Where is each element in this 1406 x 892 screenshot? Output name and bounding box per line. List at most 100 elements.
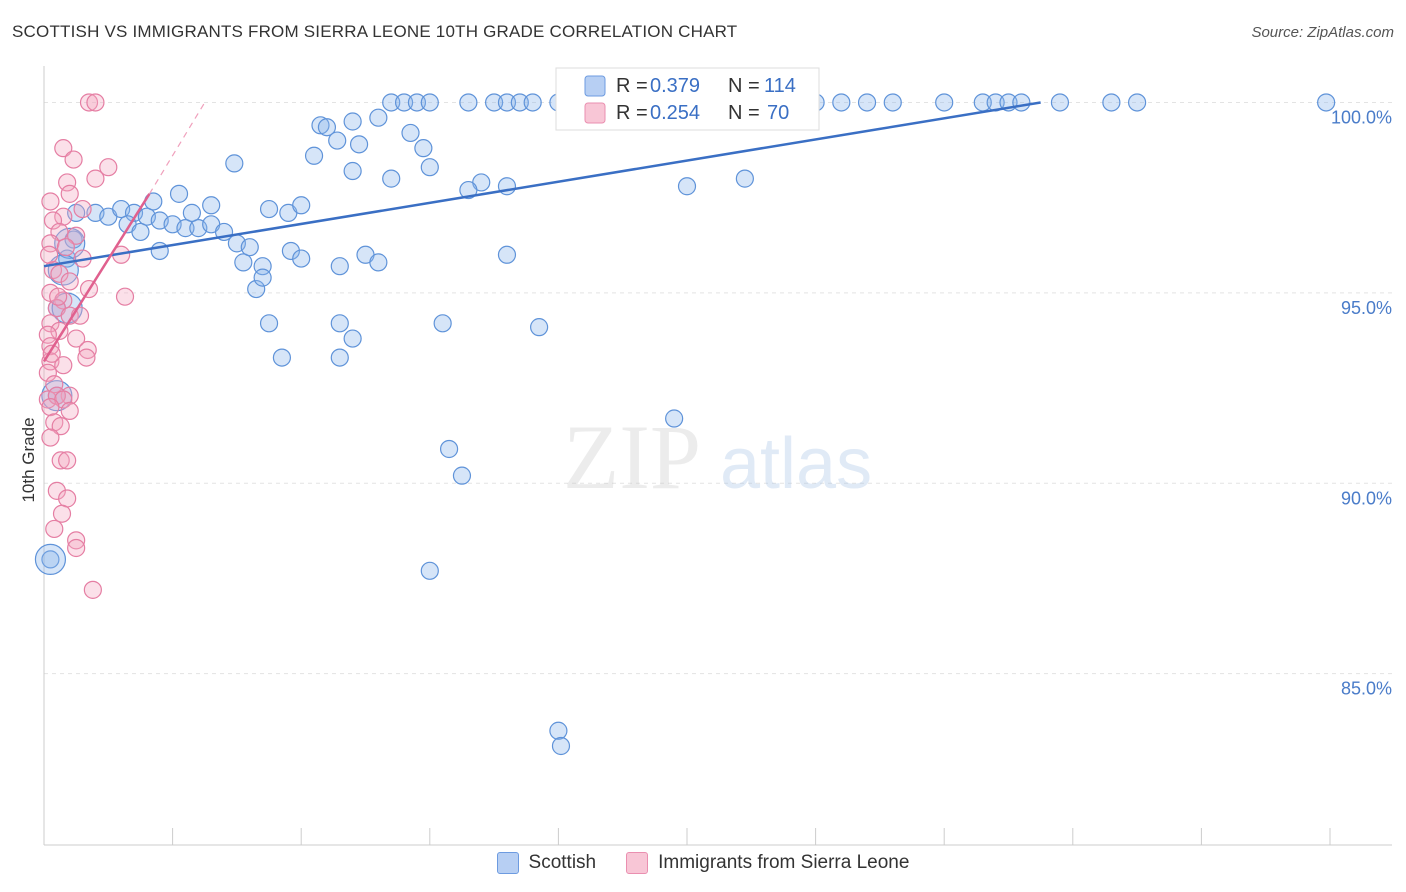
trend-lines <box>42 101 1041 363</box>
point-s0-67 <box>182 203 201 222</box>
point-s0-26 <box>935 93 954 112</box>
trend-line-0 <box>43 101 1041 268</box>
point-s0-31 <box>1050 93 1070 112</box>
stats-legend: R = 0.379 N = 114 R = 0.254 N = 70 <box>555 67 820 131</box>
point-s0-100 <box>452 466 472 485</box>
point-s1-53 <box>45 519 64 539</box>
point-s0-38 <box>328 131 347 150</box>
gridlines <box>44 101 1392 675</box>
point-s0-1 <box>394 93 414 112</box>
point-s1-55 <box>67 538 86 558</box>
point-s0-78 <box>234 253 253 272</box>
point-s0-79 <box>240 238 259 257</box>
watermark-zip: ZIP <box>563 406 701 508</box>
point-s0-85 <box>369 253 388 272</box>
y-tick-label-0: 100.0% <box>1331 107 1392 127</box>
point-s0-99 <box>439 439 459 459</box>
point-s1-33 <box>78 340 97 360</box>
point-s0-49 <box>459 180 478 200</box>
point-s0-34 <box>1317 93 1336 112</box>
point-s1-32 <box>41 337 60 356</box>
point-s1-7 <box>60 184 79 203</box>
legend-r-label-1: R = <box>616 75 648 97</box>
point-s0-72 <box>169 184 189 203</box>
point-s1-36 <box>54 356 73 375</box>
point-s0-25 <box>883 93 902 112</box>
point-s1-46 <box>51 417 70 436</box>
y-axis-label: 10th Grade <box>19 417 38 502</box>
trend-line-1 <box>42 193 151 363</box>
point-s0-24 <box>857 93 877 112</box>
point-s1-59 <box>40 245 59 264</box>
point-s0-68 <box>202 196 221 215</box>
point-s0-5 <box>485 93 504 112</box>
point-s0-7 <box>510 93 529 112</box>
watermark-atlas: atlas <box>720 424 872 504</box>
point-s1-54 <box>67 531 86 550</box>
legend-n-value-1: 114 <box>764 75 796 97</box>
point-s0-6 <box>497 93 517 112</box>
point-s0-39 <box>369 108 388 127</box>
point-s0-104 <box>551 736 571 756</box>
point-s1-20 <box>60 272 79 291</box>
point-s0-3 <box>420 93 439 112</box>
legend-r-label-2: R = <box>616 102 648 124</box>
point-s1-6 <box>58 173 77 192</box>
point-s0-93 <box>433 314 452 333</box>
point-s0-69 <box>259 199 279 219</box>
watermark: ZIP atlas <box>563 406 872 508</box>
point-s0-44 <box>225 154 244 173</box>
point-s1-47 <box>41 428 60 447</box>
point-s1-31 <box>67 329 86 348</box>
point-s1-19 <box>50 264 69 283</box>
point-s0-52 <box>735 169 754 188</box>
legend-item-scottish[interactable]: Scottish <box>496 852 597 874</box>
point-s1-56 <box>83 580 102 599</box>
point-s1-37 <box>38 363 57 382</box>
point-s1-51 <box>58 489 77 508</box>
point-s0-102 <box>420 561 439 580</box>
point-s1-43 <box>41 397 60 417</box>
point-s1-48 <box>51 451 70 470</box>
point-s1-52 <box>52 504 72 523</box>
big-point-s0-2 <box>34 543 67 576</box>
point-s0-89 <box>253 268 272 287</box>
point-s1-58 <box>49 287 68 306</box>
legend-label-scottish: Scottish <box>528 852 597 873</box>
point-s0-81 <box>281 241 301 261</box>
point-s0-95 <box>272 348 292 367</box>
point-s1-44 <box>60 401 79 421</box>
y-tick-label-2: 90.0% <box>1341 488 1392 508</box>
legend-r-value-1: 0.379 <box>650 75 700 97</box>
point-s1-34 <box>77 348 96 367</box>
y-tick-label-3: 85.0% <box>1341 679 1392 699</box>
point-s0-47 <box>382 169 401 188</box>
point-s1-8 <box>41 192 60 211</box>
point-s0-4 <box>459 93 478 112</box>
point-s0-91 <box>330 314 349 333</box>
point-s0-43 <box>304 146 324 165</box>
point-s1-13 <box>67 226 86 245</box>
point-s0-32 <box>1102 93 1121 112</box>
point-s1-30 <box>38 325 57 344</box>
point-s1-38 <box>45 375 64 394</box>
point-s0-94 <box>530 318 549 337</box>
scatter-chart: ZIP atlas 100.0%95.0%90.0%85.0%0.0%100.0… <box>19 66 1392 846</box>
point-s0-2 <box>407 93 427 112</box>
point-s0-88 <box>247 279 266 299</box>
point-s0-41 <box>349 135 369 154</box>
point-s0-40 <box>401 123 420 143</box>
point-s1-22 <box>115 287 135 306</box>
legend-item-sierra-leone[interactable]: Immigrants from Sierra Leone <box>626 852 909 874</box>
point-s1-1 <box>86 93 105 112</box>
point-s1-49 <box>58 451 77 470</box>
point-s0-37 <box>343 112 362 131</box>
legend-n-label-2: N = <box>728 102 760 124</box>
point-s1-5 <box>86 169 105 188</box>
point-s0-33 <box>1127 93 1147 112</box>
tick-labels: 100.0%95.0%90.0%85.0%0.0%100.0% <box>1331 107 1392 699</box>
point-s0-101 <box>41 550 60 569</box>
point-s0-90 <box>259 314 279 333</box>
point-s0-61 <box>176 219 195 238</box>
point-s0-82 <box>292 249 311 268</box>
